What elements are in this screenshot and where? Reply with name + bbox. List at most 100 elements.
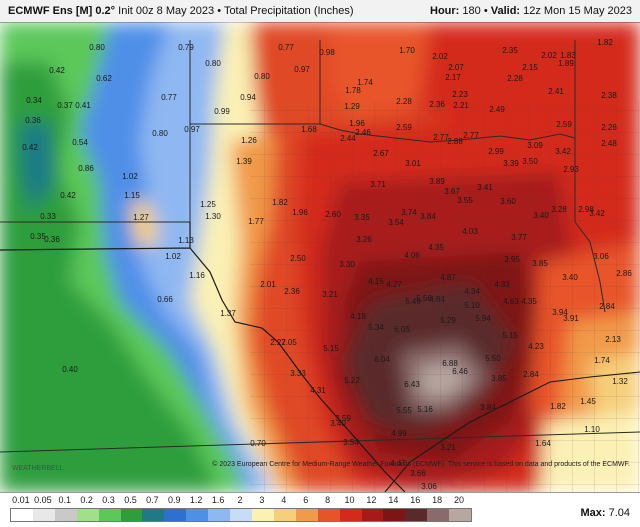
precip-value-label: 3.28 xyxy=(551,205,567,214)
precip-value-label: 1.82 xyxy=(597,38,613,47)
legend-tick-label: 0.3 xyxy=(102,495,115,505)
precip-value-label: 0.42 xyxy=(60,191,76,200)
precip-value-label: 2.41 xyxy=(548,87,564,96)
field-name: Total Precipitation (Inches) xyxy=(223,5,354,17)
precip-value-label: 2.02 xyxy=(432,52,448,61)
legend-swatch xyxy=(251,509,274,521)
header-left: ECMWF Ens [M] 0.2° Init 00z 8 May 2023 •… xyxy=(8,0,354,22)
legend-swatch xyxy=(98,509,121,521)
precip-value-label: 2.59 xyxy=(396,123,412,132)
precip-value-label: 2.05 xyxy=(281,338,297,347)
legend-tick-label: 18 xyxy=(432,495,443,505)
precip-value-label: 4.33 xyxy=(494,280,510,289)
precip-value-label: 1.39 xyxy=(236,157,252,166)
precip-value-label: 3.89 xyxy=(429,177,445,186)
precip-value-label: 5.29 xyxy=(440,316,456,325)
precip-value-label: 1.96 xyxy=(292,208,308,217)
hour-label: Hour: xyxy=(430,5,460,17)
precip-value-label: 1.30 xyxy=(205,212,221,221)
precip-value-label: 3.54 xyxy=(388,218,404,227)
precip-value-label: 2.01 xyxy=(260,280,276,289)
precip-value-label: 0.41 xyxy=(75,101,91,110)
legend-tick-label: 0.1 xyxy=(58,495,72,505)
precip-value-label: 2.27 xyxy=(270,338,286,347)
header-separator: • xyxy=(217,5,222,17)
precip-value-label: 5.16 xyxy=(417,405,433,414)
precip-value-label: 6.04 xyxy=(374,355,390,364)
precip-value-label: 0.98 xyxy=(319,48,335,57)
precip-value-label: 0.40 xyxy=(62,365,78,374)
precip-value-label: 3.09 xyxy=(527,141,543,150)
legend-tick-label: 0.2 xyxy=(80,495,93,505)
precip-value-label: 4.27 xyxy=(386,280,402,289)
precip-value-label: 4.06 xyxy=(404,251,420,260)
precip-value-label: 2.93 xyxy=(563,165,579,174)
precip-value-label: 4.63 xyxy=(503,297,519,306)
precip-value-label: 4.35 xyxy=(521,297,537,306)
precip-value-label: 1.64 xyxy=(535,439,551,448)
valid-label: Valid: xyxy=(490,5,521,17)
map-svg: 0.80 0.79 0.77 0.98 1.70 2.35 1.82 0.42 0.80 0.97… xyxy=(0,22,640,492)
precip-value-label: 5.56 xyxy=(416,294,432,303)
precip-value-label: 6.88 xyxy=(442,359,458,368)
max-readout: Max: 7.04 xyxy=(580,507,630,519)
precip-value-label: 4.23 xyxy=(528,342,544,351)
precip-value-label: 2.35 xyxy=(502,46,518,55)
precip-value-label: 3.01 xyxy=(405,159,421,168)
precip-value-label: 2.15 xyxy=(522,63,538,72)
precip-value-label: 1.29 xyxy=(344,102,360,111)
precip-value-label: 2.77 xyxy=(463,131,479,140)
legend-tick-label: 0.5 xyxy=(124,495,137,505)
precip-value-label: 1.82 xyxy=(550,402,566,411)
legend-swatch xyxy=(142,509,165,521)
legend-swatch xyxy=(11,509,33,521)
legend-swatch xyxy=(361,509,384,521)
precip-value-label: 2.86 xyxy=(616,269,632,278)
legend-swatch xyxy=(383,509,406,521)
precip-value-label: 1.70 xyxy=(399,46,415,55)
legend-swatch xyxy=(295,509,318,521)
precip-value-label: 5.94 xyxy=(475,314,491,323)
legend-swatch xyxy=(449,509,472,521)
precip-value-label: 0.86 xyxy=(78,164,94,173)
precip-value-label: 2.28 xyxy=(396,97,412,106)
precip-value-label: 0.77 xyxy=(278,43,294,52)
precip-value-label: 1.77 xyxy=(248,217,264,226)
precip-value-label: 2.88 xyxy=(447,137,463,146)
precip-value-label: 1.83 xyxy=(560,51,576,60)
precip-value-label: 5.15 xyxy=(323,344,339,353)
precip-value-label: 5.34 xyxy=(368,323,384,332)
precip-value-label: 5.49 xyxy=(405,297,421,306)
legend-swatch xyxy=(339,509,362,521)
precip-value-label: 3.71 xyxy=(370,180,386,189)
precip-value-label: 1.16 xyxy=(189,271,205,280)
watermark-logo: WEATHERBELL xyxy=(12,465,64,472)
precip-value-label: 5.55 xyxy=(396,406,412,415)
precip-value-label: 2.98 xyxy=(578,205,594,214)
copyright-notice: © 2023 European Centre for Medium-Range … xyxy=(212,461,630,468)
legend-swatch xyxy=(317,509,340,521)
legend-tick-label: 20 xyxy=(454,495,465,505)
precip-value-label: 0.62 xyxy=(96,74,112,83)
hour-value: 180 xyxy=(462,5,481,17)
precip-value-label: 0.97 xyxy=(294,65,310,74)
precip-value-label: 3.33 xyxy=(290,369,306,378)
precip-value-label: 0.37 xyxy=(57,101,73,110)
precip-value-label: 3.41 xyxy=(477,183,493,192)
legend-tick-label: 8 xyxy=(325,495,331,505)
precip-value-label: 3.55 xyxy=(457,196,473,205)
precip-value-label: 3.30 xyxy=(339,260,355,269)
precip-value-label: 3.54 xyxy=(343,438,359,447)
precip-value-label: 5.15 xyxy=(502,331,518,340)
precip-legend: 0.01 0.05 0.1 0.2 0.3 0.5 0.7 0.9 1.2 1.6 2 3 4 6 8 10 1… xyxy=(0,492,640,527)
precip-value-label: 3.67 xyxy=(444,187,460,196)
precip-value-label: 1.78 xyxy=(345,86,361,95)
precip-value-label: 1.02 xyxy=(165,252,181,261)
precip-value-label: 3.85 xyxy=(532,259,548,268)
precip-value-label: 2.21 xyxy=(453,101,469,110)
precip-value-label: 1.32 xyxy=(612,377,628,386)
precip-value-label: 3.85 xyxy=(491,374,507,383)
precip-value-label: 2.84 xyxy=(523,370,539,379)
precip-value-label: 1.96 xyxy=(349,119,365,128)
precip-value-label: 1.10 xyxy=(584,425,600,434)
